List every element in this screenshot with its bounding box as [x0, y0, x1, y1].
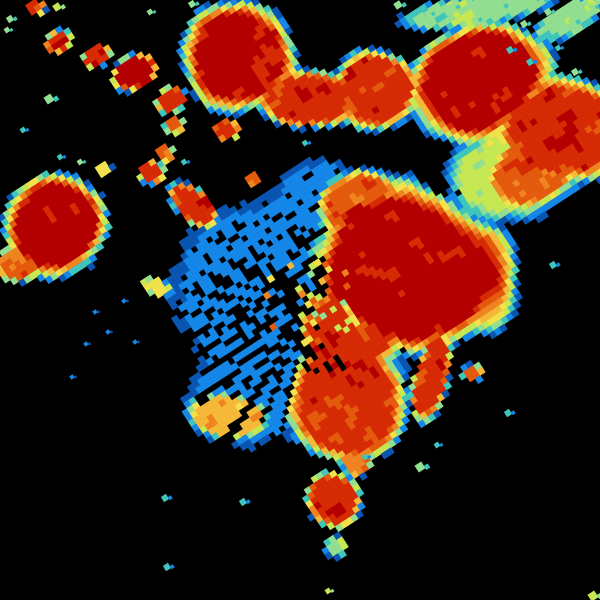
radar-display [0, 0, 600, 600]
radar-reflectivity-image [0, 0, 600, 600]
